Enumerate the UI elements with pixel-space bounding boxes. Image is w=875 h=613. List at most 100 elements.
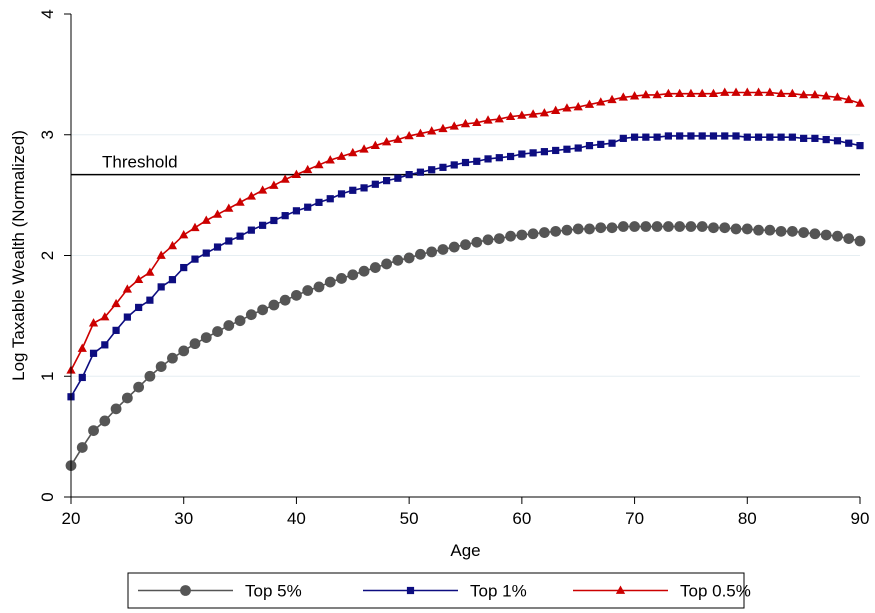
series-1-point-32 [202,249,210,257]
series-1-point-44 [337,190,346,198]
series-1-point-64 [563,145,571,153]
series-1-point-33 [213,243,222,251]
series-2-point-69 [618,92,628,101]
series-2-point-76 [697,88,707,98]
series-1-point-75 [687,132,695,140]
series-1-point-27 [146,296,154,304]
threshold-group: Threshold [71,153,860,176]
series-0-point-58 [493,233,505,244]
series-1-point-56 [473,157,481,165]
legend-item-1: Top 1% [363,582,527,601]
series-0-point-86 [809,228,821,240]
series-1 [67,132,864,401]
series-0-point-25 [121,392,133,404]
series-2-point-70 [629,91,640,100]
series-0-point-32 [200,332,212,344]
series-2-point-72 [652,89,662,99]
series-2-point-59 [505,111,516,120]
axes: 0 1 2 3 4 20 30 40 50 60 70 80 90 Age Log Taxable W… [9,9,869,560]
legend: Top 5% Top 1% Top 0.5% [127,572,751,609]
series-2-point-79 [731,87,741,96]
series-1-point-47 [371,180,379,188]
series-2-point-62 [539,108,550,117]
xtick-label-70: 70 [625,509,644,528]
series-1-point-26 [135,303,143,312]
series-1-point-49 [394,174,402,182]
series-2-point-73 [663,88,674,98]
series-2-point-60 [517,110,527,119]
series-0-point-51 [415,248,426,260]
series-2-point-78 [720,87,730,96]
series-2-point-36 [246,191,256,200]
series-2-point-23 [100,312,110,321]
series-0-point-73 [662,221,674,232]
series-1-point-38 [270,216,278,225]
series-1-point-79 [732,132,740,140]
series-0-point-52 [426,246,438,258]
series-2-point-65 [573,102,583,111]
series-1-point-51 [416,168,425,176]
series-0-point-60 [516,229,528,241]
series-0-point-38 [268,299,280,311]
series-0-point-88 [832,230,843,242]
series-0-point-65 [572,223,584,235]
series-2-point-66 [584,99,595,108]
legend-label-1: Top 1% [470,582,527,601]
series-0-point-26 [133,381,145,393]
series-2-point-57 [483,115,493,124]
series-0-point-27 [144,370,156,382]
x-ticks: 20 30 40 50 60 70 80 90 [62,497,869,528]
series-0-point-34 [223,320,235,331]
series-2-point-37 [257,185,268,194]
series-1-point-61 [529,149,537,157]
series-2-point-50 [404,131,414,140]
series-2-point-54 [449,121,459,130]
series-0-point-36 [245,309,257,321]
series-1-point-24 [112,326,120,334]
series-0-point-83 [775,225,787,237]
xtick-label-20: 20 [62,509,81,528]
series-2-point-53 [438,123,448,133]
legend-item-0: Top 5% [138,582,302,601]
series-1-point-69 [619,134,627,142]
series-2-point-28 [156,250,166,259]
series-2-point-58 [494,114,504,123]
series-2-point-82 [765,87,775,96]
series-1-point-62 [540,148,548,156]
series-2-point-80 [742,87,752,96]
series-0-point-67 [595,222,607,234]
series-2-point-90 [855,98,865,107]
series-1-point-54 [450,161,458,169]
series-1-point-52 [428,166,436,174]
series-1-point-76 [698,132,706,140]
series-0-point-57 [482,234,494,246]
series-0-point-66 [584,223,595,235]
series-1-point-59 [506,152,515,161]
series-1-point-83 [777,133,785,141]
series-0-point-56 [471,236,483,248]
series-0-point-82 [764,224,776,236]
series-2-point-56 [472,117,482,127]
series-1-point-22 [89,349,98,357]
series-1-point-90 [856,142,864,150]
series-1-point-72 [653,133,661,141]
series-2-point-88 [832,92,843,101]
series-2-point-38 [269,180,279,189]
series-0 [65,221,866,472]
series-0-point-80 [741,223,753,235]
series-2-point-86 [810,89,820,99]
series-0-point-84 [786,225,798,237]
series-1-point-42 [315,198,323,206]
series-0-point-76 [696,221,708,232]
series-1-point-30 [180,263,188,272]
series-0-point-77 [708,222,719,234]
series-1-point-34 [225,237,233,245]
series-2-point-27 [145,267,155,276]
series-2-point-67 [596,97,606,106]
series-2-point-40 [291,169,302,178]
series-0-point-53 [437,244,449,255]
legend-marker-0 [180,585,191,596]
series-1-point-58 [495,154,503,162]
series-1-point-57 [484,155,492,163]
series-1-point-82 [766,133,774,141]
